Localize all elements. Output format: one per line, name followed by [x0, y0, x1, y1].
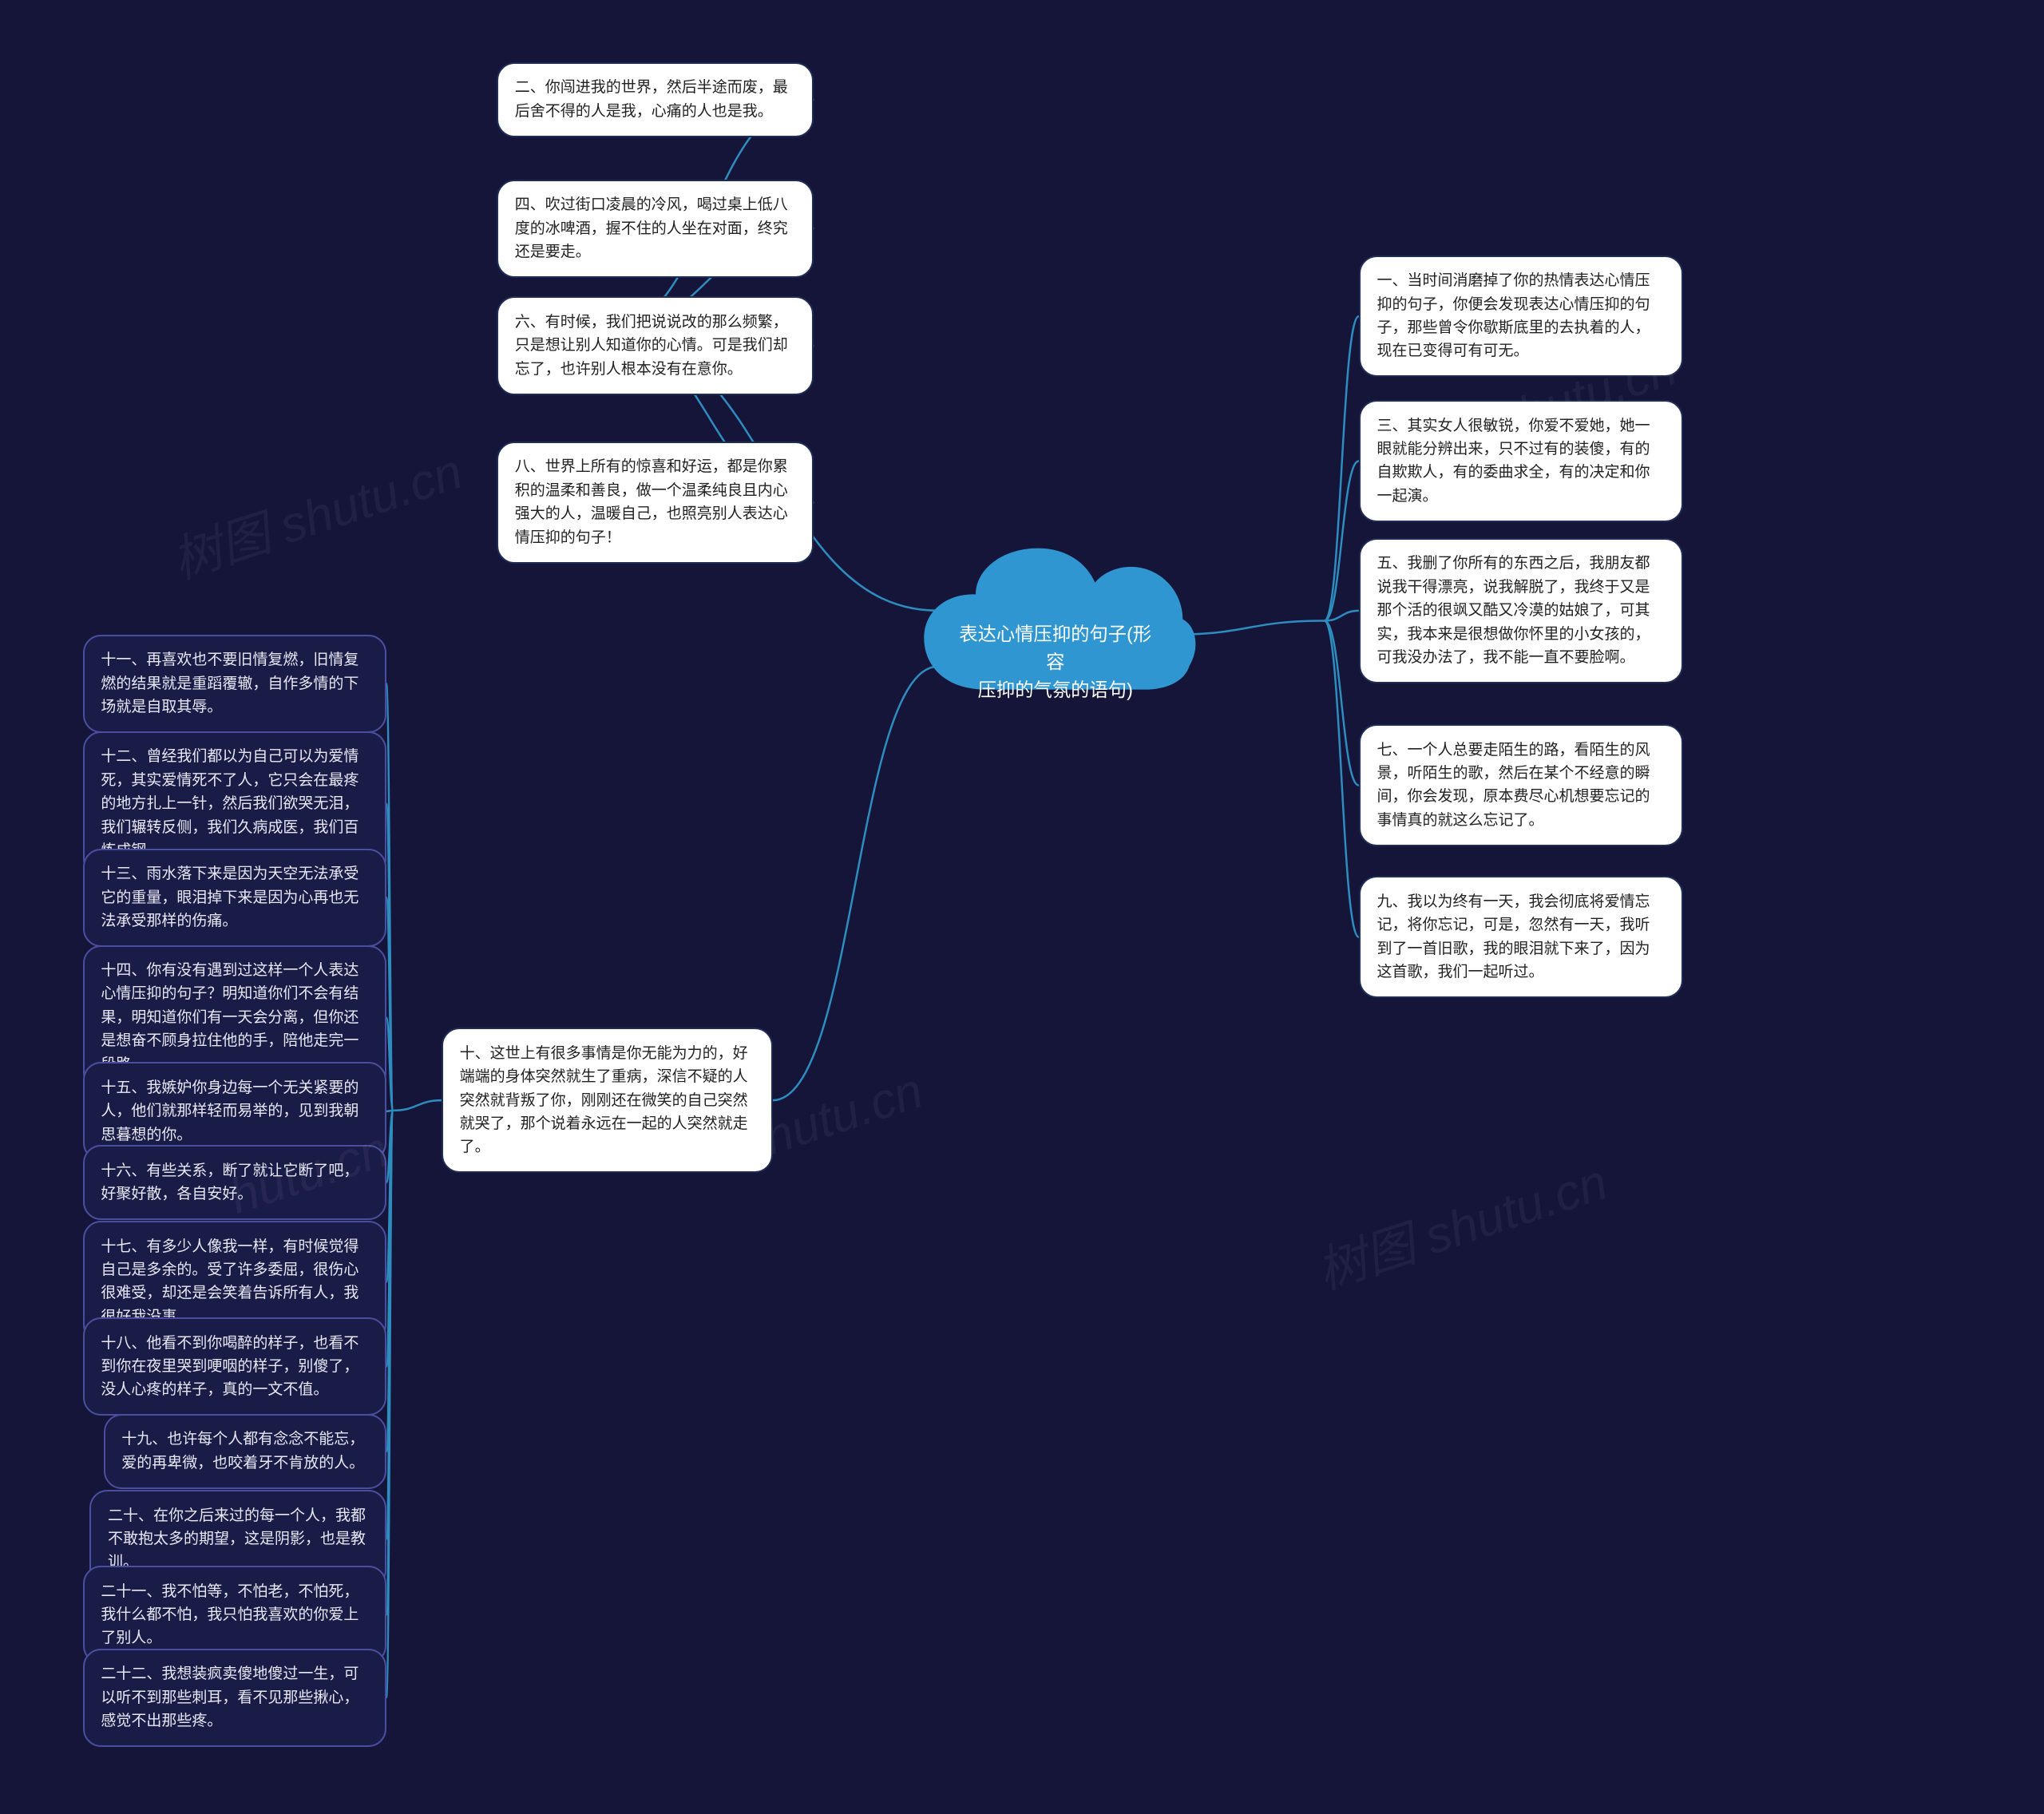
node-text: 十三、雨水落下来是因为天空无法承受它的重量，眼泪掉下来是因为心再也无法承受那样的… [101, 865, 358, 929]
node-n1: 一、当时间消磨掉了你的热情表达心情压抑的句子，你便会发现表达心情压抑的句子，那些… [1359, 255, 1683, 378]
node-text: 二、你闯进我的世界，然后半途而废，最后舍不得的人是我，心痛的人也是我。 [515, 79, 788, 119]
node-n13: 十三、雨水落下来是因为天空无法承受它的重量，眼泪掉下来是因为心再也无法承受那样的… [83, 849, 386, 947]
node-text: 六、有时候，我们把说说改的那么频繁，只是想让别人知道你的心情。可是我们却忘了，也… [515, 314, 788, 378]
node-text: 十四、你有没有遇到过这样一个人表达心情压抑的句子？明知道你们不会有结果，明知道你… [101, 962, 358, 1073]
node-n22: 二十二、我想装疯卖傻地傻过一生，可以听不到那些刺耳，看不见那些揪心，感觉不出那些… [83, 1649, 386, 1747]
node-text: 十二、曾经我们都以为自己可以为爱情死，其实爱情死不了人，它只会在最疼的地方扎上一… [101, 748, 358, 859]
node-text: 十九、也许每个人都有念念不能忘，爱的再卑微，也咬着牙不肯放的人。 [121, 1431, 364, 1471]
node-text: 五、我删了你所有的东西之后，我朋友都说我干得漂亮，说我解脱了，我终于又是那个活的… [1377, 555, 1650, 666]
node-text: 九、我以为终有一天，我会彻底将爱情忘记，将你忘记，可是，忽然有一天，我听到了一首… [1377, 893, 1650, 980]
node-n2: 二、你闯进我的世界，然后半途而废，最后舍不得的人是我，心痛的人也是我。 [497, 62, 814, 137]
node-n8: 八、世界上所有的惊喜和好运，都是你累积的温柔和善良，做一个温柔纯良且内心强大的人… [497, 442, 814, 564]
node-text: 四、吹过街口凌晨的冷风，喝过桌上低八度的冰啤酒，握不住的人坐在对面，终究还是要走… [515, 196, 788, 260]
node-text: 二十一、我不怕等，不怕老，不怕死，我什么都不怕，我只怕我喜欢的你爱上了别人。 [101, 1583, 358, 1647]
node-n4: 四、吹过街口凌晨的冷风，喝过桌上低八度的冰啤酒，握不住的人坐在对面，终究还是要走… [497, 180, 814, 278]
node-text: 七、一个人总要走陌生的路，看陌生的风景，听陌生的歌，然后在某个不经意的瞬间，你会… [1377, 742, 1650, 829]
node-n16: 十六、有些关系，断了就让它断了吧，好聚好散，各自安好。 [83, 1145, 386, 1220]
node-n19: 十九、也许每个人都有念念不能忘，爱的再卑微，也咬着牙不肯放的人。 [104, 1414, 386, 1489]
node-text: 二十、在你之后来过的每一个人，我都不敢抱太多的期望，这是阴影，也是教训。 [108, 1507, 366, 1571]
node-text: 一、当时间消磨掉了你的热情表达心情压抑的句子，你便会发现表达心情压抑的句子，那些… [1377, 272, 1650, 359]
center-title: 表达心情压抑的句子(形容 压抑的气氛的语句) [910, 620, 1200, 704]
node-n10: 十、这世上有很多事情是你无能为力的，好端端的身体突然就生了重病，深信不疑的人突然… [442, 1028, 773, 1173]
watermark: 树图 shutu.cn [162, 431, 470, 592]
node-text: 十八、他看不到你喝醉的样子，也看不到你在夜里哭到哽咽的样子，别傻了，没人心疼的样… [101, 1335, 358, 1399]
node-text: 十一、再喜欢也不要旧情复燃，旧情复燃的结果就是重蹈覆辙，自作多情的下场就是自取其… [101, 652, 358, 715]
node-text: 十、这世上有很多事情是你无能为力的，好端端的身体突然就生了重病，深信不疑的人突然… [460, 1045, 748, 1156]
node-n5: 五、我删了你所有的东西之后，我朋友都说我干得漂亮，说我解脱了，我终于又是那个活的… [1359, 538, 1683, 683]
node-text: 二十二、我想装疯卖傻地傻过一生，可以听不到那些刺耳，看不见那些揪心，感觉不出那些… [101, 1665, 358, 1729]
node-text: 十五、我嫉妒你身边每一个无关紧要的人，他们就那样轻而易举的，见到我朝思暮想的你。 [101, 1079, 358, 1143]
watermark: 树图 shutu.cn [1307, 1142, 1615, 1303]
node-text: 十六、有些关系，断了就让它断了吧，好聚好散，各自安好。 [101, 1162, 358, 1202]
node-n9: 九、我以为终有一天，我会彻底将爱情忘记，将你忘记，可是，忽然有一天，我听到了一首… [1359, 876, 1683, 998]
center-cloud: 表达心情压抑的句子(形容 压抑的气氛的语句) [910, 531, 1200, 711]
node-text: 八、世界上所有的惊喜和好运，都是你累积的温柔和善良，做一个温柔纯良且内心强大的人… [515, 458, 788, 545]
node-text: 三、其实女人很敏锐，你爱不爱她，她一眼就能分辨出来，只不过有的装傻，有的自欺欺人… [1377, 418, 1650, 505]
node-n3: 三、其实女人很敏锐，你爱不爱她，她一眼就能分辨出来，只不过有的装傻，有的自欺欺人… [1359, 400, 1683, 522]
node-n6: 六、有时候，我们把说说改的那么频繁，只是想让别人知道你的心情。可是我们却忘了，也… [497, 296, 814, 394]
node-n7: 七、一个人总要走陌生的路，看陌生的风景，听陌生的歌，然后在某个不经意的瞬间，你会… [1359, 724, 1683, 846]
node-n11: 十一、再喜欢也不要旧情复燃，旧情复燃的结果就是重蹈覆辙，自作多情的下场就是自取其… [83, 635, 386, 733]
node-n18: 十八、他看不到你喝醉的样子，也看不到你在夜里哭到哽咽的样子，别傻了，没人心疼的样… [83, 1317, 386, 1416]
node-text: 十七、有多少人像我一样，有时候觉得自己是多余的。受了许多委屈，很伤心很难受，却还… [101, 1238, 358, 1325]
